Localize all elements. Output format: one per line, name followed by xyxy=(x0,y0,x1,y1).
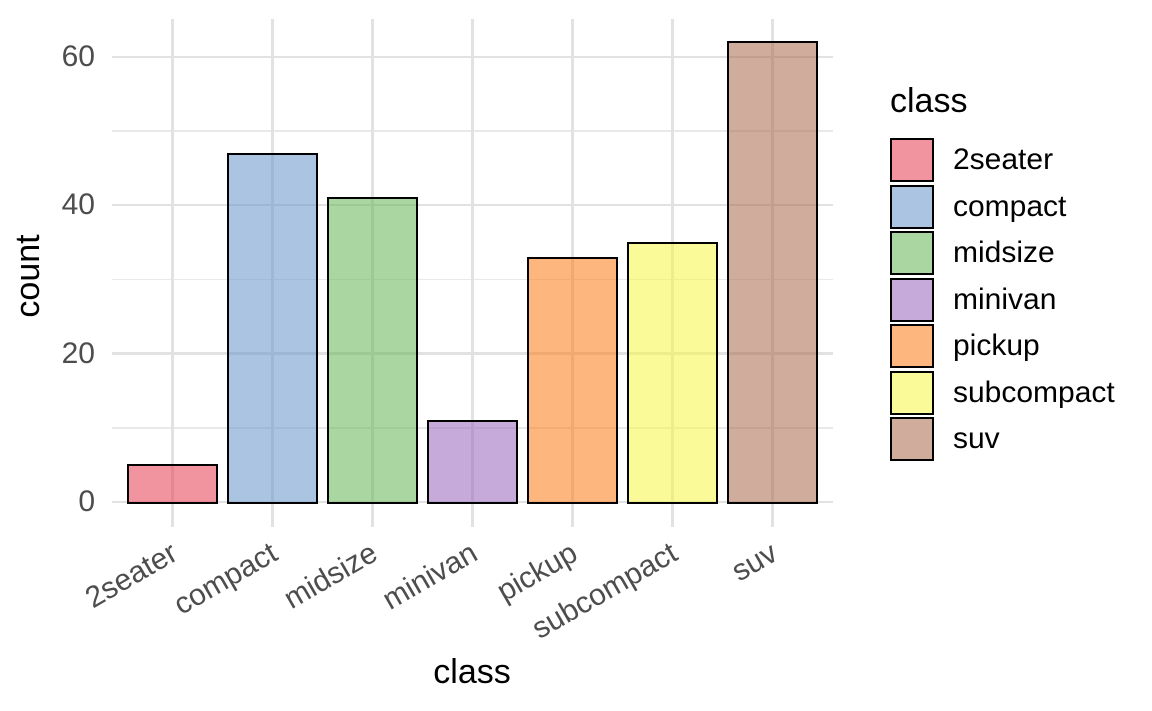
x-axis-title: class xyxy=(433,653,511,691)
legend-key-suv xyxy=(890,417,934,461)
legend-item-label: minivan xyxy=(953,282,1057,316)
y-tick-label: 20 xyxy=(61,336,95,370)
bar-compact xyxy=(227,152,318,504)
legend-item-label: pickup xyxy=(953,329,1040,362)
bar-2seater xyxy=(127,464,218,504)
bar-subcompact xyxy=(627,241,718,504)
gridline-major-x xyxy=(171,19,174,527)
plot-panel xyxy=(112,19,833,527)
legend-key-pickup xyxy=(890,324,934,368)
gridline-major-x xyxy=(471,19,474,527)
legend-item-label: 2seater xyxy=(953,143,1054,176)
legend-title: class xyxy=(890,82,968,120)
legend-item-label: midsize xyxy=(953,236,1055,269)
legend-item-label: suv xyxy=(953,422,1000,455)
bar-suv xyxy=(727,41,818,504)
legend-key-compact xyxy=(890,184,934,229)
bar-midsize xyxy=(327,197,418,504)
legend: class 2seater compact midsize minivan pickup… xyxy=(890,0,1152,711)
y-tick-label: 60 xyxy=(61,39,95,73)
legend-item-label: subcompact xyxy=(953,375,1115,409)
y-tick-label: 40 xyxy=(61,188,95,222)
bar-pickup xyxy=(527,256,618,504)
legend-key-2seater xyxy=(890,138,934,182)
y-axis-title: count xyxy=(9,234,47,318)
legend-key-subcompact xyxy=(890,370,934,415)
y-tick-label: 0 xyxy=(78,485,95,518)
legend-item-label: compact xyxy=(953,189,1067,223)
legend-key-midsize xyxy=(890,231,934,275)
bar-minivan xyxy=(427,419,518,504)
legend-key-minivan xyxy=(890,277,934,322)
